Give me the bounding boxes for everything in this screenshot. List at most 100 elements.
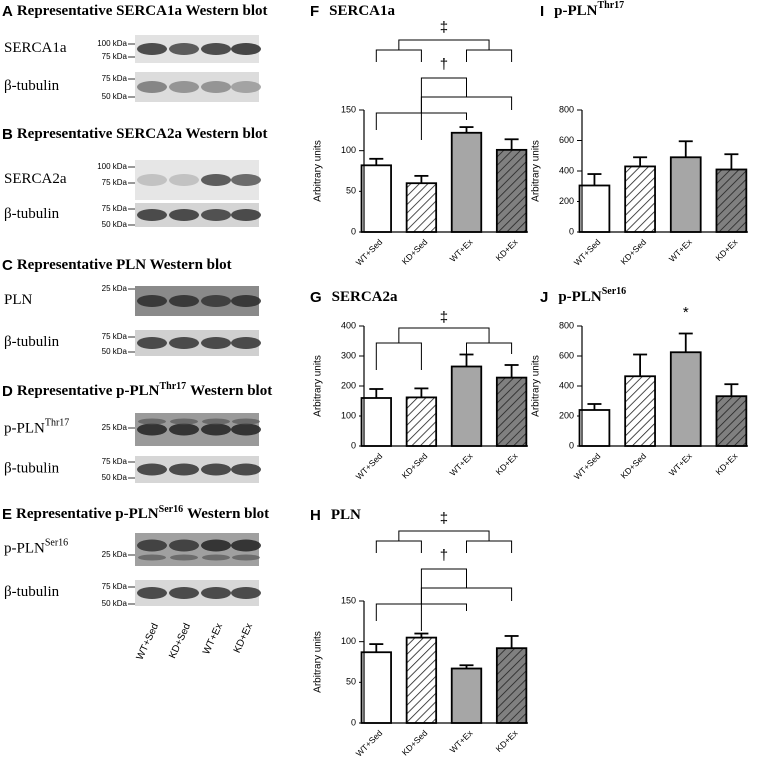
x-tick-label: WT+Ex: [667, 236, 694, 263]
blot-band: [169, 463, 199, 476]
blot-title: A Representative SERCA1a Western blot: [2, 3, 268, 20]
y-axis-label: Arbitrary units: [313, 355, 324, 417]
y-tick-label: 0: [569, 226, 574, 236]
blot-band: [169, 539, 199, 552]
blot-band: [232, 554, 260, 561]
size-marker: 25 kDa: [102, 284, 128, 293]
x-tick-label: WT+Sed: [354, 237, 385, 268]
significance-bracket: [398, 327, 490, 343]
bar: [450, 131, 483, 233]
blot-band: [137, 209, 167, 221]
x-tick-label: WT+Sed: [354, 728, 385, 759]
title-end: Western blot: [187, 506, 269, 522]
y-tick-label: 150: [341, 595, 356, 605]
size-marker: 25 kDa: [102, 423, 128, 432]
panel-letter: A: [2, 3, 13, 20]
blot-band: [201, 539, 231, 552]
blot-band: [231, 337, 261, 349]
row-name: p-PLN: [4, 421, 45, 437]
panel-letter: F: [310, 3, 319, 20]
title-sup: Thr17: [159, 381, 186, 392]
significance-bracket: [375, 342, 422, 370]
y-axis-label: Arbitrary units: [313, 140, 324, 202]
significance-symbol: *: [683, 304, 689, 321]
row-name: β-tubulin: [4, 78, 60, 94]
blot-band: [231, 295, 261, 307]
y-tick-label: 0: [351, 717, 356, 727]
blot-band: [202, 554, 230, 561]
title-text: p-PLN: [558, 289, 602, 305]
title-text: Representative SERCA1a Western blot: [17, 3, 268, 19]
row-name: SERCA1a: [4, 40, 67, 56]
title-text: Representative SERCA2a Western blot: [17, 126, 268, 142]
size-marker: 75 kDa: [102, 178, 128, 187]
x-tick-label: KD+Sed: [618, 237, 648, 267]
bar: [495, 376, 528, 447]
x-tick-label: KD+Ex: [713, 236, 739, 262]
blot-band: [231, 423, 261, 436]
bar: [405, 396, 438, 447]
bar: [624, 165, 656, 233]
title-text: Representative p-PLN: [17, 383, 160, 399]
row-name: p-PLN: [4, 541, 45, 557]
bar: [360, 164, 392, 233]
blot-band: [201, 423, 231, 436]
y-tick-label: 0: [351, 440, 356, 450]
blot-title: D Representative p-PLNThr17 Western blot: [2, 381, 272, 400]
x-tick-label: WT+Ex: [667, 450, 694, 477]
bar: [715, 395, 748, 447]
significance-symbol: ‡: [440, 309, 448, 326]
y-tick-label: 50: [346, 186, 356, 196]
blot-band: [169, 81, 199, 93]
title-text: Representative p-PLN: [16, 506, 159, 522]
blot-band: [169, 587, 199, 599]
panel-letter: E: [2, 506, 12, 523]
size-marker: 75 kDa: [102, 74, 128, 83]
title-text: SERCA1a: [329, 3, 395, 19]
blot-band: [170, 554, 198, 561]
x-tick-label: KD+Sed: [618, 451, 648, 481]
x-tick-label: KD+Ex: [494, 450, 520, 476]
row-label: β-tubulin: [4, 334, 60, 350]
lane-label: WT+Sed: [135, 622, 162, 662]
blot-title: E Representative p-PLNSer16 Western blot: [2, 504, 269, 523]
significance-bracket: [466, 49, 513, 62]
blot-band: [137, 174, 167, 186]
blot-band: [231, 539, 261, 552]
bar: [360, 651, 392, 724]
y-axis-label: Arbitrary units: [531, 355, 542, 417]
blot-band: [201, 174, 231, 186]
bar: [669, 351, 702, 447]
bar: [405, 636, 438, 724]
significance-bracket: [466, 540, 513, 553]
title-sup: Ser16: [602, 286, 626, 297]
bar: [669, 156, 702, 233]
panel-letter: J: [540, 289, 548, 306]
blot-band: [201, 463, 231, 476]
y-tick-label: 800: [559, 320, 574, 330]
significance-symbol: ‡: [440, 510, 448, 527]
y-tick-label: 50: [346, 677, 356, 687]
bar: [715, 168, 748, 233]
blot-band: [202, 418, 230, 425]
blot-band: [169, 295, 199, 307]
blot-band: [138, 554, 166, 561]
significance-bracket: [375, 49, 422, 62]
bar: [450, 365, 483, 447]
size-marker: 75 kDa: [102, 204, 128, 213]
panel-letter: C: [2, 257, 13, 274]
blot-band: [201, 587, 231, 599]
row-label: SERCA1a: [4, 40, 67, 56]
row-label: β-tubulin: [4, 78, 60, 94]
blot-band: [201, 337, 231, 349]
x-tick-label: WT+Sed: [572, 237, 603, 268]
title-sup: Thr17: [598, 0, 625, 11]
row-label: β-tubulin: [4, 206, 60, 222]
blot-band: [137, 337, 167, 349]
row-sup: Thr17: [45, 418, 69, 429]
x-tick-label: WT+Ex: [448, 450, 475, 477]
bar: [624, 375, 656, 447]
row-sup: Ser16: [45, 538, 68, 549]
